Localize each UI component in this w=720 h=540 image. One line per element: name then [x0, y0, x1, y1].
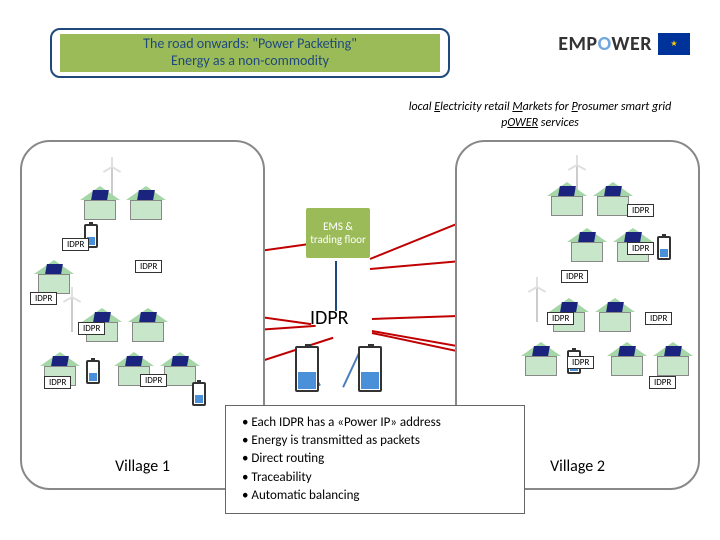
center-idpr: IDPR [310, 306, 349, 330]
ems-label: EMS & trading floor [306, 220, 370, 246]
idpr-label: IDPR [561, 270, 588, 283]
bullet-item: Automatic balancing [242, 487, 514, 505]
idpr-label: IDPR [627, 204, 654, 217]
logo-text: EMPOWER [558, 32, 652, 56]
eu-flag-icon [658, 33, 690, 55]
house-icon [128, 308, 168, 342]
idpr-label: IDPR [649, 376, 676, 389]
house-icon [567, 228, 607, 262]
idpr-label: IDPR [30, 292, 57, 305]
house-icon [595, 298, 635, 332]
tagline: local Electricity retail Markets for Pro… [400, 100, 680, 131]
house-icon [126, 186, 166, 220]
idpr-label: IDPR [44, 376, 71, 389]
bullets-box: Each IDPR has a «Power IP» address Energ… [225, 405, 525, 514]
idpr-label: IDPR [567, 356, 594, 369]
tag-p: P [572, 100, 578, 114]
bullet-item: Energy is transmitted as packets [242, 432, 514, 450]
battery-icon [295, 346, 319, 392]
ems-box: EMS & trading floor [306, 208, 370, 258]
logo-accent: O [598, 32, 612, 56]
house-icon [521, 342, 561, 376]
tag-e: E [434, 100, 440, 114]
title-line1: The road onwards: "Power Packeting" [60, 36, 440, 53]
house-icon [653, 342, 693, 376]
bullet-item: Direct routing [242, 450, 514, 468]
turbine-icon [527, 272, 547, 322]
idpr-label: IDPR [140, 374, 167, 387]
idpr-label: IDPR [627, 242, 654, 255]
conn-line-dblue [335, 261, 337, 311]
tag-m: M [512, 100, 522, 114]
idpr-label: IDPR [135, 260, 162, 273]
house-icon [80, 186, 120, 220]
house-icon [547, 182, 587, 216]
bullet-item: Each IDPR has a «Power IP» address [242, 414, 514, 432]
title-box: The road onwards: "Power Packeting" Ener… [50, 28, 450, 78]
tag-ower: OWER [507, 116, 538, 130]
idpr-label: IDPR [645, 312, 672, 325]
logo-pre: EMP [558, 32, 597, 56]
title-inner: The road onwards: "Power Packeting" Ener… [60, 34, 440, 72]
battery-icon [358, 346, 382, 392]
battery-icon [192, 382, 206, 406]
logo-box: EMPOWER [558, 32, 690, 56]
title-line2: Energy as a non-commodity [60, 53, 440, 70]
idpr-label: IDPR [62, 238, 89, 251]
bullet-item: Traceability [242, 469, 514, 487]
battery-icon [657, 236, 671, 260]
idpr-label: IDPR [78, 322, 105, 335]
bullets-list: Each IDPR has a «Power IP» address Energ… [236, 414, 514, 505]
idpr-label: IDPR [547, 312, 574, 325]
house-icon [607, 342, 647, 376]
battery-icon [86, 360, 100, 384]
logo-post: WER [611, 32, 652, 56]
